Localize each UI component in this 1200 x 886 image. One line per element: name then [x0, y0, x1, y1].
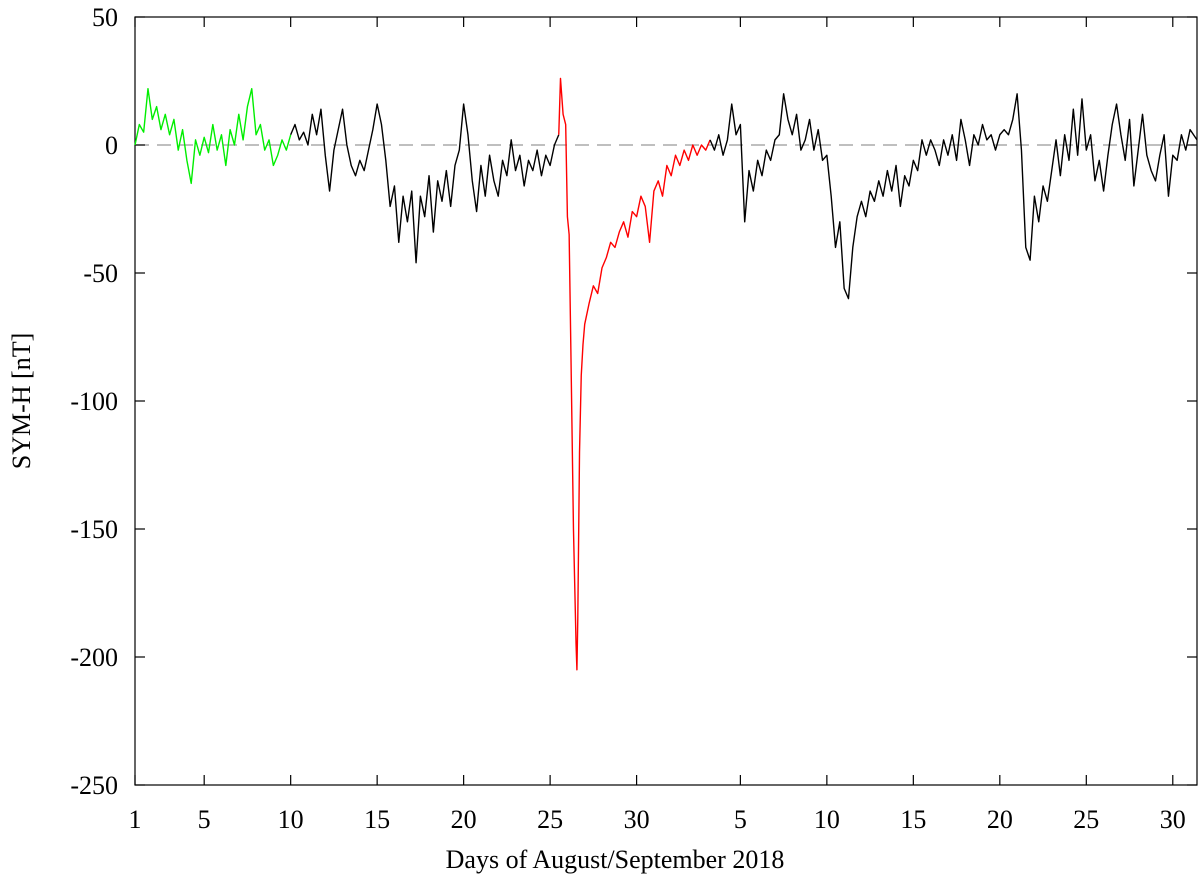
x-tick-label: 10 [814, 805, 840, 834]
x-tick-label: 30 [624, 805, 650, 834]
x-tick-label: 25 [537, 805, 563, 834]
y-tick-label: -200 [70, 643, 118, 672]
y-tick-label: 50 [92, 3, 118, 32]
x-tick-label: 30 [1160, 805, 1186, 834]
x-tick-label: 1 [129, 805, 142, 834]
plot-frame [134, 16, 1198, 786]
data-line [558, 77, 711, 671]
data-line [134, 87, 292, 185]
y-tick-label: -150 [70, 515, 118, 544]
x-tick-label: 5 [734, 805, 747, 834]
x-tick-label: 5 [198, 805, 211, 834]
x-tick-label: 15 [364, 805, 390, 834]
y-tick-label: -100 [70, 387, 118, 416]
x-tick-label: 20 [987, 805, 1013, 834]
y-axis-title: SYM-H [nT] [7, 333, 36, 470]
x-tick-label: 20 [451, 805, 477, 834]
data-line [290, 103, 560, 264]
x-tick-label: 25 [1073, 805, 1099, 834]
x-tick-label: 10 [278, 805, 304, 834]
y-tick-label: 0 [105, 131, 118, 160]
y-tick-label: -250 [70, 771, 118, 800]
y-tick-label: -50 [83, 259, 118, 288]
x-tick-label: 15 [900, 805, 926, 834]
data-line [709, 93, 1198, 300]
x-axis-title: Days of August/September 2018 [446, 845, 785, 874]
